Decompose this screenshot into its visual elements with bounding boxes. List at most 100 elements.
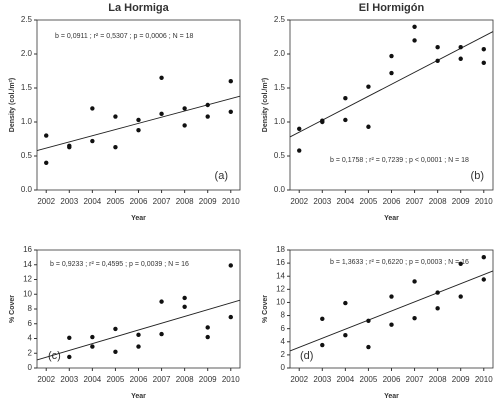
x-tick-label: 2010 xyxy=(475,197,493,206)
y-tick-label: 10 xyxy=(276,298,285,307)
data-point xyxy=(113,114,118,119)
y-axis-label: Density (col./m²) xyxy=(262,78,269,132)
data-point xyxy=(182,304,187,309)
x-tick-label: 2006 xyxy=(130,197,148,206)
data-point xyxy=(435,45,440,50)
y-tick-label: 2 xyxy=(28,348,33,357)
x-tick-label: 2005 xyxy=(107,375,125,384)
data-point xyxy=(458,56,463,61)
panel-label: (d) xyxy=(300,350,313,362)
data-point xyxy=(412,24,417,29)
x-tick-label: 2008 xyxy=(429,197,447,206)
x-tick-label: 2007 xyxy=(153,197,171,206)
x-tick-label: 2005 xyxy=(360,197,378,206)
data-point xyxy=(389,53,394,59)
data-point xyxy=(481,60,486,66)
data-point xyxy=(228,79,233,84)
x-tick-label: 2003 xyxy=(313,375,331,384)
data-point xyxy=(366,84,371,89)
data-point xyxy=(389,322,394,327)
y-tick-label: 0.0 xyxy=(21,185,33,194)
x-tick-label: 2004 xyxy=(83,197,101,206)
y-tick-label: 0 xyxy=(28,363,33,372)
data-point xyxy=(435,58,440,63)
x-tick-label: 2004 xyxy=(83,375,101,384)
data-point xyxy=(228,314,233,320)
y-tick-label: 0 xyxy=(281,363,286,372)
x-tick-label: 2009 xyxy=(452,197,470,206)
x-tick-label: 2008 xyxy=(176,375,194,384)
data-point xyxy=(320,316,325,322)
panel-title: El Hormigón xyxy=(359,2,425,14)
data-point xyxy=(182,106,187,111)
y-tick-label: 8 xyxy=(281,311,286,320)
x-axis-label: Year xyxy=(131,215,146,222)
data-point xyxy=(481,47,486,52)
data-point xyxy=(481,277,486,282)
data-point xyxy=(228,263,233,268)
y-tick-label: 4 xyxy=(281,337,286,346)
data-point xyxy=(435,290,440,295)
data-point xyxy=(44,133,49,138)
y-tick-label: 2.5 xyxy=(274,15,286,24)
y-tick-label: 6 xyxy=(281,324,286,333)
x-tick-label: 2006 xyxy=(130,375,148,384)
y-tick-label: 12 xyxy=(23,275,32,284)
x-tick-label: 2005 xyxy=(360,375,378,384)
data-point xyxy=(389,70,394,76)
data-point xyxy=(366,318,371,323)
x-tick-label: 2007 xyxy=(406,375,424,384)
x-tick-label: 2007 xyxy=(153,375,171,384)
data-point xyxy=(412,279,417,284)
data-point xyxy=(159,299,164,304)
data-point xyxy=(412,315,417,321)
x-tick-label: 2002 xyxy=(37,197,55,206)
y-tick-label: 0.5 xyxy=(21,151,33,160)
y-tick-label: 18 xyxy=(276,245,285,254)
x-tick-label: 2007 xyxy=(406,197,424,206)
data-point xyxy=(366,344,371,350)
data-point xyxy=(297,126,302,131)
data-point xyxy=(67,144,72,150)
x-tick-label: 2009 xyxy=(452,375,470,384)
data-point xyxy=(389,294,394,299)
data-point xyxy=(343,300,348,306)
x-tick-label: 2010 xyxy=(222,197,240,206)
data-point xyxy=(366,124,371,129)
x-tick-label: 2006 xyxy=(383,375,401,384)
x-tick-label: 2004 xyxy=(336,197,354,206)
y-tick-label: 1.0 xyxy=(274,117,286,126)
data-point xyxy=(458,45,463,50)
panel-label: (a) xyxy=(215,170,228,182)
data-point xyxy=(182,295,187,301)
data-point xyxy=(159,75,164,81)
y-tick-label: 2.0 xyxy=(274,49,286,58)
y-axis-label: % Cover xyxy=(9,295,16,323)
annotation: b = 1,3633 ; r² = 0,6220 ; p = 0,0003 ; … xyxy=(330,259,469,266)
annotation: b = 0,0911 ; r² = 0,5307 ; p = 0,0006 ; … xyxy=(55,33,194,40)
panel-label: (b) xyxy=(471,170,484,182)
y-tick-label: 8 xyxy=(28,304,33,313)
data-point xyxy=(228,109,233,115)
x-tick-label: 2002 xyxy=(290,375,308,384)
y-axis-label: % Cover xyxy=(262,295,269,323)
y-tick-label: 2 xyxy=(281,350,286,359)
y-tick-label: 14 xyxy=(23,260,32,269)
x-tick-label: 2003 xyxy=(313,197,331,206)
data-point xyxy=(113,326,118,332)
data-point xyxy=(113,144,118,150)
x-tick-label: 2008 xyxy=(176,197,194,206)
data-point xyxy=(343,96,348,101)
data-point xyxy=(481,255,486,260)
y-tick-label: 0.5 xyxy=(274,151,286,160)
x-tick-label: 2009 xyxy=(199,197,217,206)
data-point xyxy=(159,331,164,337)
x-tick-label: 2008 xyxy=(429,375,447,384)
data-point xyxy=(136,127,141,133)
x-tick-label: 2005 xyxy=(107,197,125,206)
data-point xyxy=(205,114,210,119)
plot-frame xyxy=(289,249,494,369)
y-tick-label: 2.0 xyxy=(21,49,33,58)
data-point xyxy=(343,333,348,338)
